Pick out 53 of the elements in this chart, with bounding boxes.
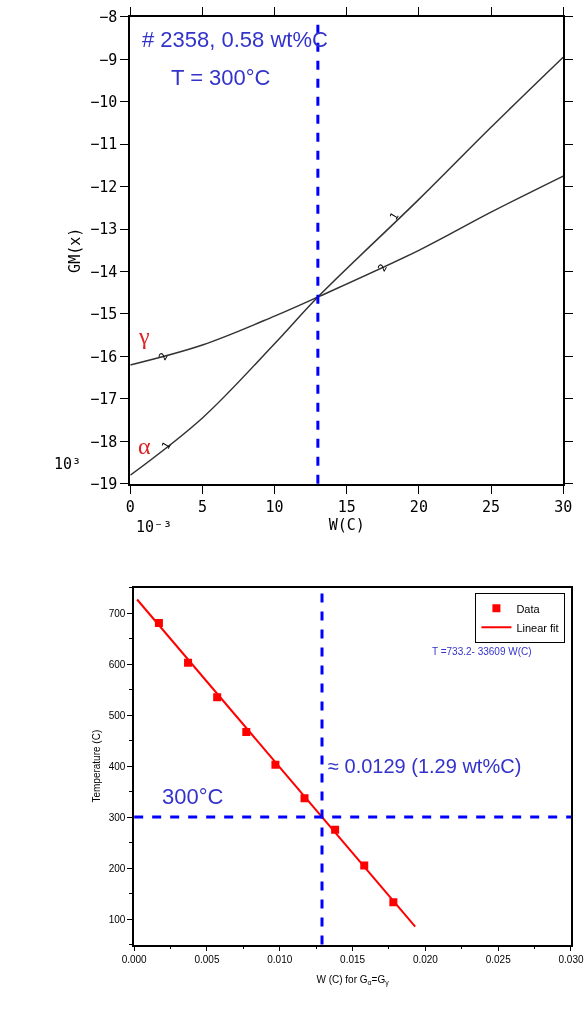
y-tick-label: 600 — [108, 658, 126, 670]
series-label: α — [138, 433, 151, 459]
y-tick-label: −13 — [90, 220, 118, 239]
x-tick-label: 0.025 — [485, 954, 512, 966]
y-tick-label: 200 — [108, 862, 126, 874]
annotation: T =733.2- 33609 W(C) — [432, 646, 532, 657]
y-tick-label: 500 — [108, 709, 126, 721]
y-tick-label: 700 — [108, 607, 126, 619]
annotation: 1 — [387, 210, 402, 223]
x-tick-label: 0 — [125, 497, 135, 516]
x-tick-label: 10 — [265, 497, 284, 516]
annotation: 2 — [375, 261, 391, 274]
x-tick-label: 0.010 — [267, 954, 293, 966]
x-tick-label: 0.015 — [340, 954, 366, 966]
annotation: 1 — [159, 439, 174, 452]
y-tick-label: −8 — [99, 8, 118, 27]
text: 10⁻³ — [136, 518, 173, 536]
y-tick-label: 300 — [108, 811, 126, 823]
y-tick-label: −10 — [90, 93, 118, 112]
ref-line-label: ≈ 0.0129 (1.29 wt%C) — [328, 755, 522, 777]
x-tick-label: 0.000 — [121, 954, 148, 966]
ref-line-label: 300°C — [162, 784, 224, 809]
line-series — [130, 56, 564, 476]
x-tick-label: 0.030 — [558, 954, 584, 966]
x-tick-label: 0.005 — [194, 954, 220, 966]
y-tick-label: −15 — [90, 305, 118, 324]
x-tick-label: 25 — [482, 497, 501, 516]
x-axis-title: W (C) for G$_{α}$=G$_{γ}$ — [316, 974, 390, 988]
x-tick-label: 20 — [409, 497, 428, 516]
series-label: γ — [138, 323, 150, 349]
y-tick-label: −19 — [90, 474, 118, 493]
y-axis-title: Temperature (C) — [91, 729, 103, 803]
text: 10³ — [54, 455, 82, 473]
y-tick-label: −11 — [90, 135, 118, 154]
annotation: 2 — [156, 350, 171, 363]
legend-label: Data — [516, 602, 541, 615]
x-tick-label: 0.020 — [412, 954, 439, 966]
x-axis-title: W(C) — [328, 515, 365, 534]
x-tick-label: 5 — [197, 497, 207, 516]
x-tick-label: 15 — [337, 497, 356, 516]
y-tick-label: −9 — [99, 50, 118, 69]
y-tick-label: 100 — [108, 913, 126, 925]
y-tick-label: −16 — [90, 347, 118, 366]
y-tick-label: −18 — [90, 432, 118, 451]
legend-label: Linear fit — [516, 621, 559, 634]
y-axis-title: GM(x) — [65, 227, 84, 273]
y-tick-label: −17 — [90, 390, 118, 409]
annotation: T = 300°C — [171, 65, 271, 90]
x-tick-label: 30 — [554, 497, 573, 516]
y-tick-label: 400 — [108, 760, 126, 772]
y-tick-label: −12 — [90, 177, 118, 196]
y-tick-label: −14 — [90, 262, 118, 281]
annotation: # 2358, 0.58 wt%C — [142, 27, 329, 52]
